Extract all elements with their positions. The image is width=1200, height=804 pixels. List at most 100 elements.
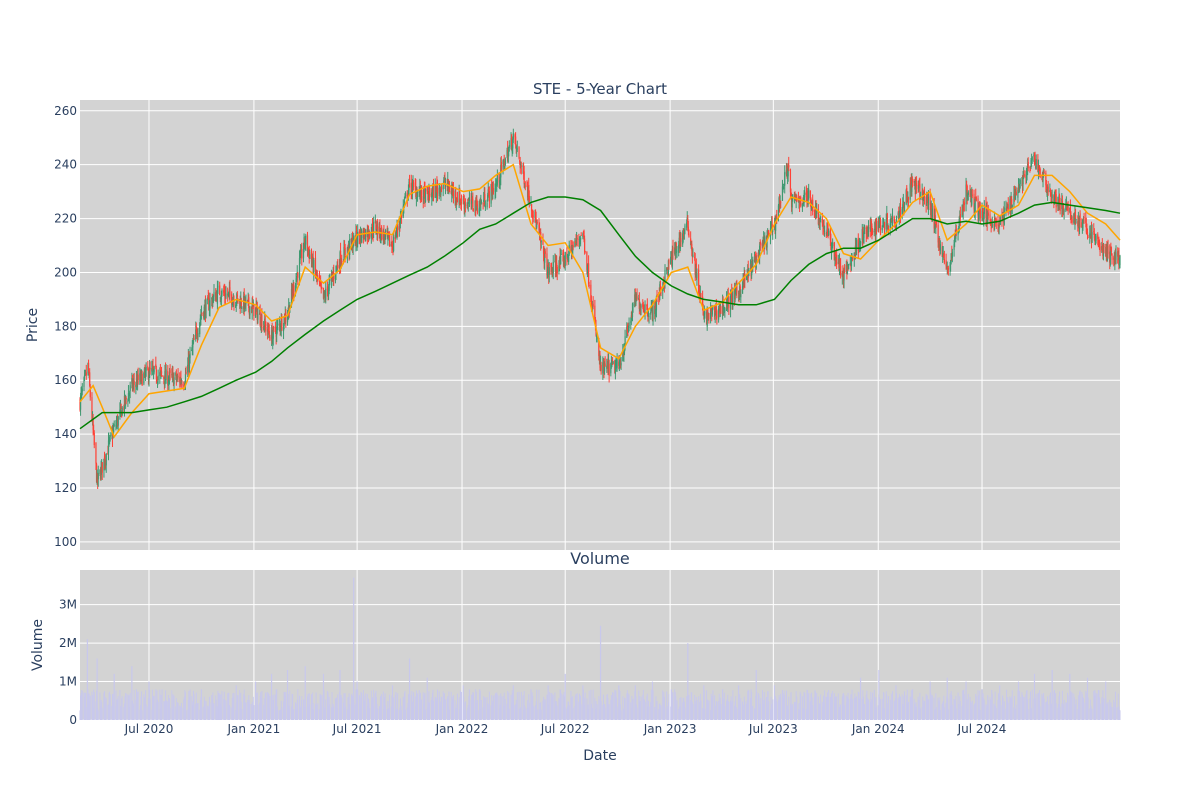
volume-bar bbox=[855, 702, 857, 720]
volume-bar bbox=[125, 693, 127, 720]
candle-body bbox=[831, 245, 833, 251]
candle-body bbox=[965, 184, 967, 205]
candle-body bbox=[406, 193, 408, 200]
volume-bar bbox=[235, 685, 237, 720]
volume-bar bbox=[1045, 701, 1047, 720]
volume-bar bbox=[340, 694, 342, 720]
volume-bar bbox=[735, 706, 737, 720]
volume-bar bbox=[207, 706, 209, 720]
candle-body bbox=[819, 217, 821, 223]
volume-bar bbox=[104, 701, 106, 720]
volume-bar bbox=[1037, 692, 1039, 720]
volume-bar bbox=[803, 708, 805, 720]
volume-bar bbox=[981, 689, 983, 720]
candle-body bbox=[251, 303, 253, 313]
candle-body bbox=[618, 361, 620, 366]
volume-bar bbox=[153, 696, 155, 720]
candle-body bbox=[515, 136, 517, 145]
candle-body bbox=[231, 294, 233, 305]
volume-bar bbox=[79, 710, 81, 720]
candle-body bbox=[438, 187, 440, 196]
volume-bar bbox=[365, 693, 367, 720]
volume-bar bbox=[953, 699, 955, 720]
volume-bar bbox=[300, 706, 302, 720]
candle-body bbox=[953, 244, 955, 250]
volume-bar bbox=[706, 700, 708, 720]
volume-bar bbox=[109, 691, 111, 720]
candle-body bbox=[340, 262, 342, 266]
volume-bar bbox=[678, 706, 680, 720]
volume-bar bbox=[946, 677, 948, 720]
volume-bar bbox=[386, 709, 388, 720]
volume-bar bbox=[408, 658, 411, 720]
volume-bar bbox=[704, 708, 706, 720]
volume-bar bbox=[816, 692, 818, 720]
volume-bar bbox=[768, 701, 770, 720]
volume-bar bbox=[614, 691, 616, 720]
candle-body bbox=[715, 306, 717, 314]
volume-bar bbox=[1053, 690, 1055, 720]
volume-bar bbox=[163, 701, 165, 720]
volume-bars bbox=[79, 577, 1121, 720]
candle-body bbox=[1118, 255, 1120, 266]
volume-bar bbox=[259, 702, 261, 720]
volume-bar bbox=[915, 702, 917, 720]
candle-body bbox=[929, 195, 931, 206]
candle-body bbox=[1085, 217, 1087, 223]
candle-body bbox=[918, 183, 920, 185]
volume-bar bbox=[926, 696, 928, 720]
volume-bar bbox=[1039, 706, 1041, 720]
candle-body bbox=[668, 259, 670, 264]
candle-body bbox=[1042, 176, 1044, 182]
volume-bar bbox=[872, 692, 874, 720]
x-tick-label: Jan 2023 bbox=[643, 722, 697, 736]
candle-body bbox=[520, 164, 522, 167]
volume-bar bbox=[954, 699, 956, 720]
volume-bar bbox=[986, 705, 988, 720]
volume-bar bbox=[739, 694, 741, 720]
volume-bar bbox=[1045, 702, 1047, 720]
volume-bar bbox=[630, 702, 632, 720]
volume-bar bbox=[914, 703, 916, 720]
volume-bar bbox=[381, 694, 383, 720]
candle-body bbox=[399, 224, 401, 226]
candle-body bbox=[144, 370, 147, 376]
volume-bar bbox=[990, 699, 992, 720]
volume-bar bbox=[811, 697, 813, 720]
volume-bar bbox=[211, 698, 213, 720]
volume-bar bbox=[476, 700, 478, 720]
candle-body bbox=[889, 223, 891, 230]
volume-bar bbox=[688, 694, 690, 720]
candle-body bbox=[660, 292, 662, 294]
price-y-tick-label: 220 bbox=[54, 212, 77, 226]
volume-bar bbox=[917, 696, 919, 720]
volume-bar bbox=[568, 701, 570, 720]
candle-body bbox=[1102, 243, 1105, 257]
candle-body bbox=[739, 286, 741, 296]
candle-body bbox=[219, 285, 221, 296]
volume-bar bbox=[927, 699, 929, 720]
candle-body bbox=[772, 228, 774, 233]
candle-body bbox=[801, 203, 804, 208]
candle-body bbox=[1050, 194, 1052, 196]
candle-body bbox=[670, 256, 672, 264]
volume-bar bbox=[711, 697, 713, 720]
candle-body bbox=[958, 218, 960, 232]
volume-bar bbox=[658, 709, 660, 720]
volume-bar bbox=[626, 690, 628, 720]
volume-bar bbox=[524, 705, 526, 720]
candle-body bbox=[1067, 203, 1069, 212]
volume-bar bbox=[1101, 697, 1103, 720]
volume-bar bbox=[1079, 690, 1081, 720]
volume-bar bbox=[195, 703, 197, 720]
volume-bar bbox=[303, 699, 305, 720]
volume-bar bbox=[930, 698, 932, 720]
volume-bar bbox=[500, 693, 502, 720]
volume-bar bbox=[223, 691, 225, 720]
candle-body bbox=[596, 337, 598, 339]
volume-bar bbox=[1079, 691, 1081, 720]
volume-bar bbox=[781, 689, 783, 720]
volume-bar bbox=[942, 702, 944, 720]
candle-body bbox=[276, 326, 278, 336]
volume-bar bbox=[430, 700, 432, 720]
